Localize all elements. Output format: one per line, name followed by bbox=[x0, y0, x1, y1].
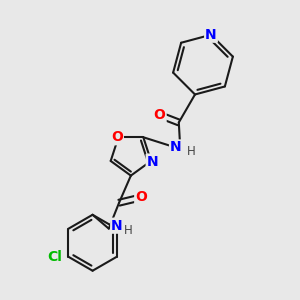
Text: O: O bbox=[135, 190, 147, 204]
Text: O: O bbox=[154, 108, 166, 122]
Text: H: H bbox=[187, 146, 196, 158]
Text: Cl: Cl bbox=[47, 250, 62, 264]
Text: N: N bbox=[170, 140, 182, 154]
Text: H: H bbox=[124, 224, 132, 237]
Text: N: N bbox=[111, 219, 123, 233]
Text: N: N bbox=[147, 154, 158, 169]
Text: N: N bbox=[205, 28, 217, 42]
Text: O: O bbox=[111, 130, 123, 144]
